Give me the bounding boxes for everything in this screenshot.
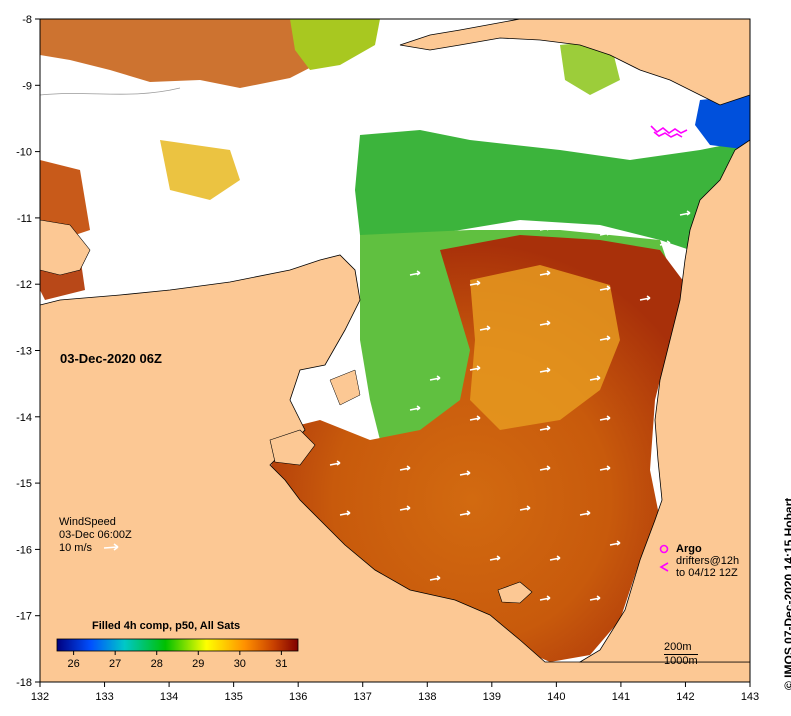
x-tick-label: 134 <box>160 691 178 703</box>
y-tick-label: -9 <box>22 80 32 92</box>
x-tick-label: 141 <box>612 691 630 703</box>
argo-legend-title: Argo <box>660 543 739 555</box>
y-tick-label: -18 <box>16 677 32 689</box>
y-tick-label: -12 <box>16 279 32 291</box>
y-tick-label: -16 <box>16 544 32 556</box>
x-axis: 132 133 134 135 136 137 138 139 140 141 142 143 <box>31 682 759 703</box>
y-tick-label: -17 <box>16 611 32 623</box>
colorbar-tick-label: 29 <box>192 658 204 670</box>
argo-legend: Argo drifters@12h to 04/12 12Z <box>660 543 739 579</box>
wind-legend-title: WindSpeed <box>59 516 132 529</box>
y-tick-label: -8 <box>22 14 32 26</box>
x-tick-label: 133 <box>95 691 113 703</box>
x-tick-label: 135 <box>224 691 242 703</box>
y-tick-label: -15 <box>16 478 32 490</box>
colorbar-tick-label: 27 <box>109 658 121 670</box>
colorbar-tick-label: 28 <box>151 658 163 670</box>
x-tick-label: 143 <box>741 691 759 703</box>
x-tick-label: 142 <box>676 691 694 703</box>
drifters-legend-line1: drifters@12h <box>660 555 739 567</box>
wind-legend: WindSpeed 03-Dec 06:00Z 10 m/s <box>59 516 132 555</box>
colorbar-tick-label: 30 <box>234 658 246 670</box>
colorbar-title: Filled 4h comp, p50, All Sats <box>92 620 240 632</box>
bathymetry-legend: 200m 1000m <box>664 641 698 668</box>
y-tick-label: -14 <box>16 412 32 424</box>
colorbar-tick-label: 26 <box>67 658 79 670</box>
drifters-legend-line2: to 04/12 12Z <box>660 567 739 579</box>
y-axis: -8 -9 -10 -11 -12 -13 -14 -15 -16 -17 -18 <box>16 14 40 689</box>
x-tick-label: 138 <box>418 691 436 703</box>
colorbar-tick-label: 31 <box>275 658 287 670</box>
y-tick-label: -11 <box>17 213 32 225</box>
x-tick-label: 137 <box>354 691 372 703</box>
wind-legend-time: 03-Dec 06:00Z <box>59 529 132 542</box>
colorbar <box>57 639 298 651</box>
x-tick-label: 136 <box>289 691 307 703</box>
contour-1000m-label: 1000m <box>664 654 698 668</box>
credit-label: © IMOS 07-Dec-2020 14:15 Hobart <box>782 498 791 690</box>
x-tick-label: 139 <box>483 691 501 703</box>
y-tick-label: -13 <box>16 346 32 358</box>
x-tick-label: 140 <box>547 691 565 703</box>
y-tick-label: -10 <box>16 147 32 159</box>
wind-legend-scale: 10 m/s <box>59 542 132 555</box>
x-tick-label: 132 <box>31 691 49 703</box>
contour-200m-label: 200m <box>664 641 698 654</box>
date-label: 03-Dec-2020 06Z <box>60 351 162 366</box>
